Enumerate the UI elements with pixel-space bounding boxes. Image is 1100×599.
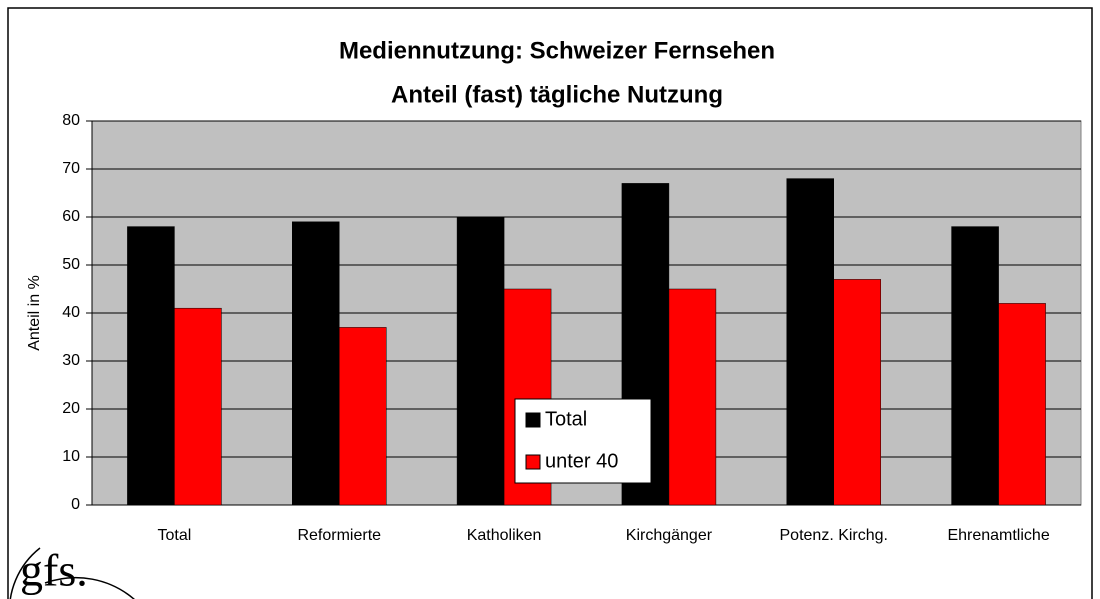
y-tick-label: 80: [62, 112, 80, 129]
x-tick-label: Potenz. Kirchg.: [780, 527, 889, 544]
y-tick-label: 60: [62, 208, 80, 225]
legend-label: unter 40: [545, 450, 618, 472]
chart-subtitle: Anteil (fast) tägliche Nutzung: [391, 81, 723, 108]
bar: [668, 288, 717, 506]
y-tick-label: 30: [62, 352, 80, 369]
y-tick-label: 40: [62, 304, 80, 321]
bar: [127, 226, 175, 506]
x-tick-label: Kirchgänger: [626, 527, 713, 544]
logo: gfs.: [20, 545, 88, 596]
y-tick-label: 0: [71, 496, 80, 513]
y-axis-label: Anteil in %: [26, 275, 43, 351]
y-tick-label: 70: [62, 160, 80, 177]
legend-swatch: [525, 412, 541, 428]
x-tick-label: Katholiken: [467, 527, 542, 544]
bar: [174, 307, 222, 506]
bar: [786, 178, 834, 506]
bar: [456, 216, 505, 506]
bar: [951, 226, 999, 506]
y-tick-label: 50: [62, 256, 80, 273]
legend-label: Total: [545, 408, 587, 430]
x-tick-label: Total: [158, 527, 192, 544]
logo-arc: [9, 547, 135, 599]
x-tick-label: Reformierte: [297, 527, 381, 544]
chart-title: Mediennutzung: Schweizer Fernsehen: [339, 37, 775, 64]
x-tick-label: Ehrenamtliche: [947, 527, 1049, 544]
bar: [998, 303, 1046, 506]
bar: [339, 327, 387, 506]
bar: [292, 221, 340, 506]
y-tick-label: 10: [62, 448, 80, 465]
y-tick-label: 20: [62, 400, 80, 417]
bar: [833, 279, 881, 506]
legend-swatch: [525, 454, 541, 470]
frame: [7, 7, 1093, 599]
